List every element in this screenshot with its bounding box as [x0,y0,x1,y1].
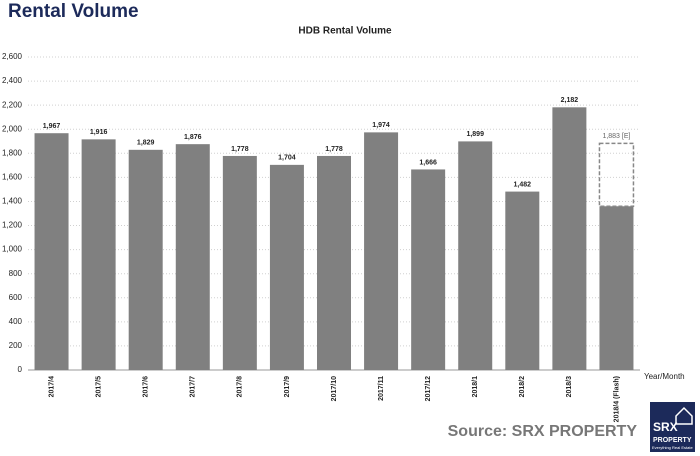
x-tick-label: 2017/5 [95,376,102,398]
value-label: 1,482 [514,181,532,188]
x-tick-label: 2017/4 [48,376,55,398]
value-label: 1,778 [231,146,249,153]
y-tick-label: 2,000 [2,124,23,133]
y-tick-label: 800 [9,269,23,278]
x-tick-label: 2017/10 [331,376,338,401]
estimate-label: 1,883 [E] [602,133,630,140]
logo-box [650,402,695,452]
value-label: 1,967 [43,123,61,130]
bar [599,206,634,370]
bar [364,132,399,370]
x-tick-label: 2017/11 [378,376,385,401]
value-label: 1,778 [325,146,343,153]
bar [175,144,210,370]
x-tick-label: 2017/8 [237,376,244,398]
bar [128,149,163,370]
bar [505,191,540,370]
x-tick-label: 2018/1 [472,376,479,398]
y-tick-label: 2,400 [2,76,23,85]
bar [552,107,587,370]
x-tick-label: 2017/7 [190,376,197,398]
page-title: Rental Volume [8,1,139,22]
x-tick-label: 2017/12 [425,376,432,401]
bar [411,169,446,370]
x-tick-label: 2017/9 [284,376,291,398]
y-tick-label: 1,600 [2,172,23,181]
bar [458,141,493,370]
bar [317,155,351,370]
y-tick-label: 1,400 [2,197,23,206]
x-tick-label: 2017/6 [143,376,150,398]
chart-title: HDB Rental Volume [298,26,392,37]
source: Source: SRX PROPERTY [448,423,638,440]
y-tick-label: 0 [18,365,23,374]
y-tick-label: 1,800 [2,148,23,157]
y-tick-label: 2,200 [2,100,23,109]
value-label: 1,704 [278,155,296,162]
y-tick-label: 1,200 [2,221,23,230]
bar [34,133,69,370]
y-tick-label: 2,600 [2,52,23,61]
y-tick-label: 600 [9,293,23,302]
y-tick-label: 400 [9,317,23,326]
value-label: 1,899 [466,131,484,138]
logo-sub: PROPERTY [653,437,692,444]
x-tick-label: 2018/4 (Flash) [613,376,620,422]
y-tick-label: 200 [9,341,23,350]
value-label: 1,666 [419,159,437,166]
estimate-bar [598,142,635,208]
value-label: 1,974 [372,122,390,129]
value-label: 1,829 [137,140,155,147]
logo-house [675,406,693,425]
bar [269,164,304,370]
x-tick-label: 2018/3 [566,376,573,398]
value-label: 1,916 [90,129,108,136]
y-tick-label: 1,000 [2,245,23,254]
logo-text: SRX [653,420,678,434]
bar [222,155,257,370]
x-axis-label: Year/Month [644,372,685,381]
value-label: 1,876 [184,134,202,141]
x-tick-label: 2018/2 [519,376,526,398]
logo-tagline: Everything Real Estate [652,445,693,450]
bar [81,139,116,370]
value-label: 2,182 [561,97,579,104]
